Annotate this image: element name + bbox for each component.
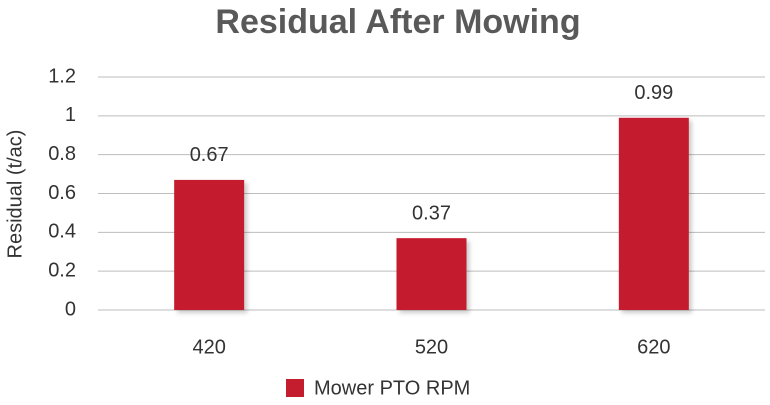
y-axis-label: Residual (t/ac)	[4, 130, 26, 259]
y-tick-label: 1	[65, 104, 76, 126]
y-tick-label: 0.4	[48, 221, 76, 243]
y-tick-label: 0.6	[48, 182, 76, 204]
bar	[618, 117, 689, 311]
x-tick-label: 420	[192, 336, 225, 358]
bar	[396, 238, 467, 310]
chart-title: Residual After Mowing	[215, 3, 580, 41]
bar	[174, 179, 245, 310]
x-tick-label: 620	[637, 336, 670, 358]
legend-swatch	[286, 379, 304, 397]
data-label: 0.67	[190, 144, 229, 166]
data-label: 0.37	[412, 202, 451, 224]
legend-label: Mower PTO RPM	[314, 377, 470, 399]
x-tick-label: 520	[415, 336, 448, 358]
y-tick-label: 1.2	[48, 65, 76, 87]
y-tick-label: 0.8	[48, 143, 76, 165]
data-label: 0.99	[634, 82, 673, 104]
y-tick-label: 0	[65, 298, 76, 320]
y-tick-label: 0.2	[48, 259, 76, 281]
